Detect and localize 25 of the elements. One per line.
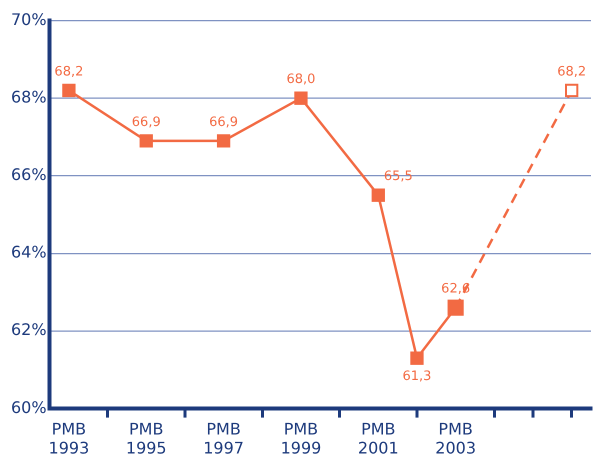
data-label: 66,9 [132, 114, 161, 130]
x-tick-label: PMB 1993 [48, 419, 90, 458]
y-tick-label: 62% [11, 320, 47, 340]
data-label: 68,2 [54, 64, 84, 80]
x-tick-label: PMB 2001 [358, 419, 399, 458]
x-tick-label: PMB 1995 [126, 419, 167, 458]
data-label: 66,9 [209, 114, 238, 130]
y-tick-label: 60% [11, 398, 47, 417]
point [62, 84, 76, 98]
point [372, 188, 385, 202]
point [565, 84, 578, 98]
point [216, 134, 230, 148]
x-tick-label: PMB 1999 [280, 419, 322, 458]
y-tick-label: 66% [11, 164, 47, 184]
x-tick-label: PMB 1997 [203, 419, 244, 458]
data-label: 61,3 [402, 369, 432, 384]
y-tick-label: 68% [11, 87, 47, 106]
x-tick-label: PMB 2003 [435, 419, 476, 458]
point [140, 134, 153, 148]
y-tick-label: 64% [11, 242, 47, 262]
y-tick-label: 70% [11, 10, 47, 29]
point [410, 352, 424, 365]
point [294, 92, 308, 105]
data-label: 68,0 [286, 72, 316, 88]
data-label: 68,2 [557, 64, 586, 80]
